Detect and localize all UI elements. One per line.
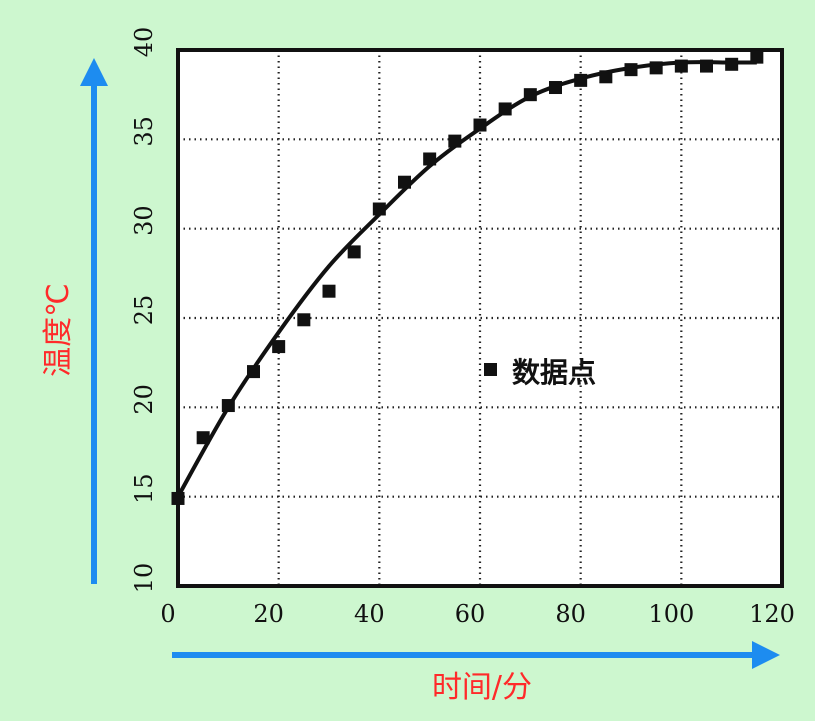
data-points bbox=[171, 50, 764, 505]
plot-area bbox=[171, 48, 784, 588]
x-tick-label: 60 bbox=[455, 600, 486, 628]
x-axis-title: 时间/分 bbox=[432, 670, 532, 705]
data-point bbox=[624, 63, 638, 77]
y-tick-label: 15 bbox=[130, 473, 158, 504]
data-point bbox=[448, 134, 462, 148]
data-point bbox=[523, 88, 537, 102]
y-tick-label: 10 bbox=[130, 563, 158, 594]
data-point bbox=[423, 152, 437, 166]
y-tick-label: 20 bbox=[130, 384, 158, 415]
data-point bbox=[473, 118, 487, 132]
y-tick-label: 25 bbox=[130, 295, 158, 326]
data-point bbox=[322, 284, 336, 298]
legend-marker bbox=[484, 363, 497, 376]
data-point bbox=[196, 431, 210, 445]
y-tick-label: 30 bbox=[130, 205, 158, 236]
legend: 数据点 bbox=[484, 356, 596, 389]
x-tick-labels: 0 20 40 60 80 100 120 bbox=[160, 600, 795, 628]
data-point bbox=[649, 61, 663, 75]
data-point bbox=[549, 81, 562, 95]
x-tick-label: 40 bbox=[354, 600, 385, 628]
x-tick-label: 0 bbox=[160, 600, 175, 628]
data-point bbox=[674, 59, 688, 73]
data-point bbox=[171, 491, 185, 505]
data-point bbox=[372, 202, 386, 216]
y-axis-title: 温度℃ bbox=[41, 283, 76, 377]
y-tick-label: 35 bbox=[130, 116, 158, 147]
y-tick-label: 40 bbox=[130, 27, 158, 58]
data-point bbox=[750, 50, 764, 64]
x-tick-label: 20 bbox=[253, 600, 284, 628]
plot-frame bbox=[176, 48, 784, 588]
data-point bbox=[725, 57, 739, 71]
data-point bbox=[347, 245, 361, 259]
x-tick-label: 80 bbox=[555, 600, 586, 628]
data-point bbox=[700, 59, 713, 73]
x-tick-label: 100 bbox=[648, 600, 694, 628]
legend-label: 数据点 bbox=[512, 356, 596, 389]
data-point bbox=[599, 70, 613, 84]
y-direction-arrow bbox=[80, 58, 108, 584]
data-point bbox=[272, 340, 286, 354]
grid-lines bbox=[178, 50, 782, 586]
data-point bbox=[574, 73, 588, 87]
data-point bbox=[498, 102, 512, 116]
data-point bbox=[398, 175, 411, 189]
data-point bbox=[221, 399, 235, 413]
x-tick-label: 120 bbox=[749, 600, 795, 628]
x-direction-arrow bbox=[172, 641, 780, 669]
data-point bbox=[297, 313, 311, 327]
data-point bbox=[247, 365, 260, 379]
y-tick-labels: 10 15 20 25 30 35 40 bbox=[130, 27, 158, 594]
